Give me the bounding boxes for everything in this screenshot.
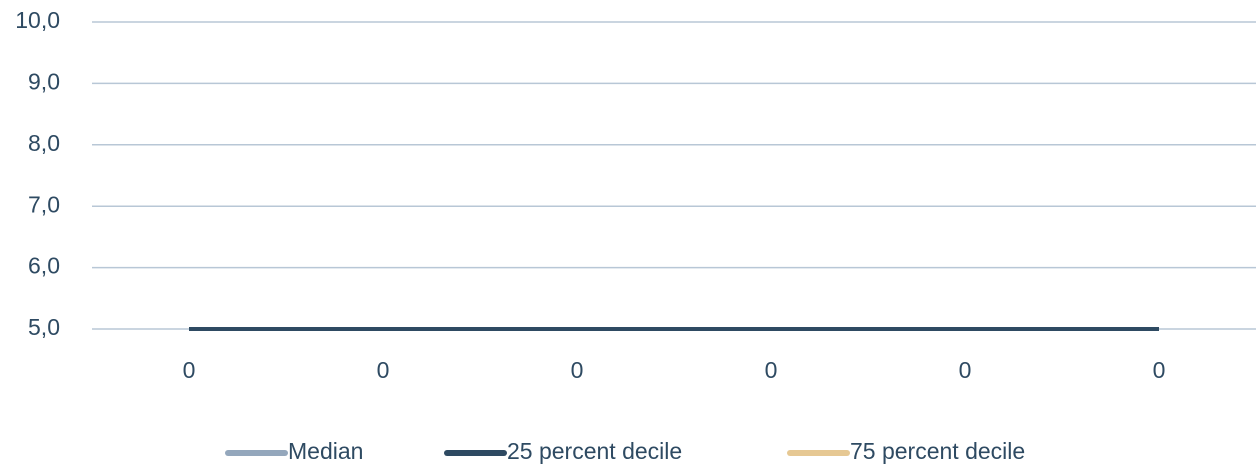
x-tick-label: 0 — [183, 357, 196, 383]
y-tick-label: 9,0 — [28, 68, 60, 94]
x-tick-label: 0 — [959, 357, 972, 383]
legend-label: 75 percent decile — [850, 438, 1025, 464]
legend-label: Median — [288, 438, 363, 464]
y-tick-label: 8,0 — [28, 130, 60, 156]
x-tick-label: 0 — [571, 357, 584, 383]
x-tick-label: 0 — [765, 357, 778, 383]
y-tick-label: 6,0 — [28, 253, 60, 279]
y-tick-label: 10,0 — [15, 7, 60, 33]
y-tick-label: 5,0 — [28, 314, 60, 340]
x-tick-label: 0 — [1153, 357, 1166, 383]
y-tick-label: 7,0 — [28, 191, 60, 217]
legend-label: 25 percent decile — [507, 438, 682, 464]
x-tick-label: 0 — [377, 357, 390, 383]
